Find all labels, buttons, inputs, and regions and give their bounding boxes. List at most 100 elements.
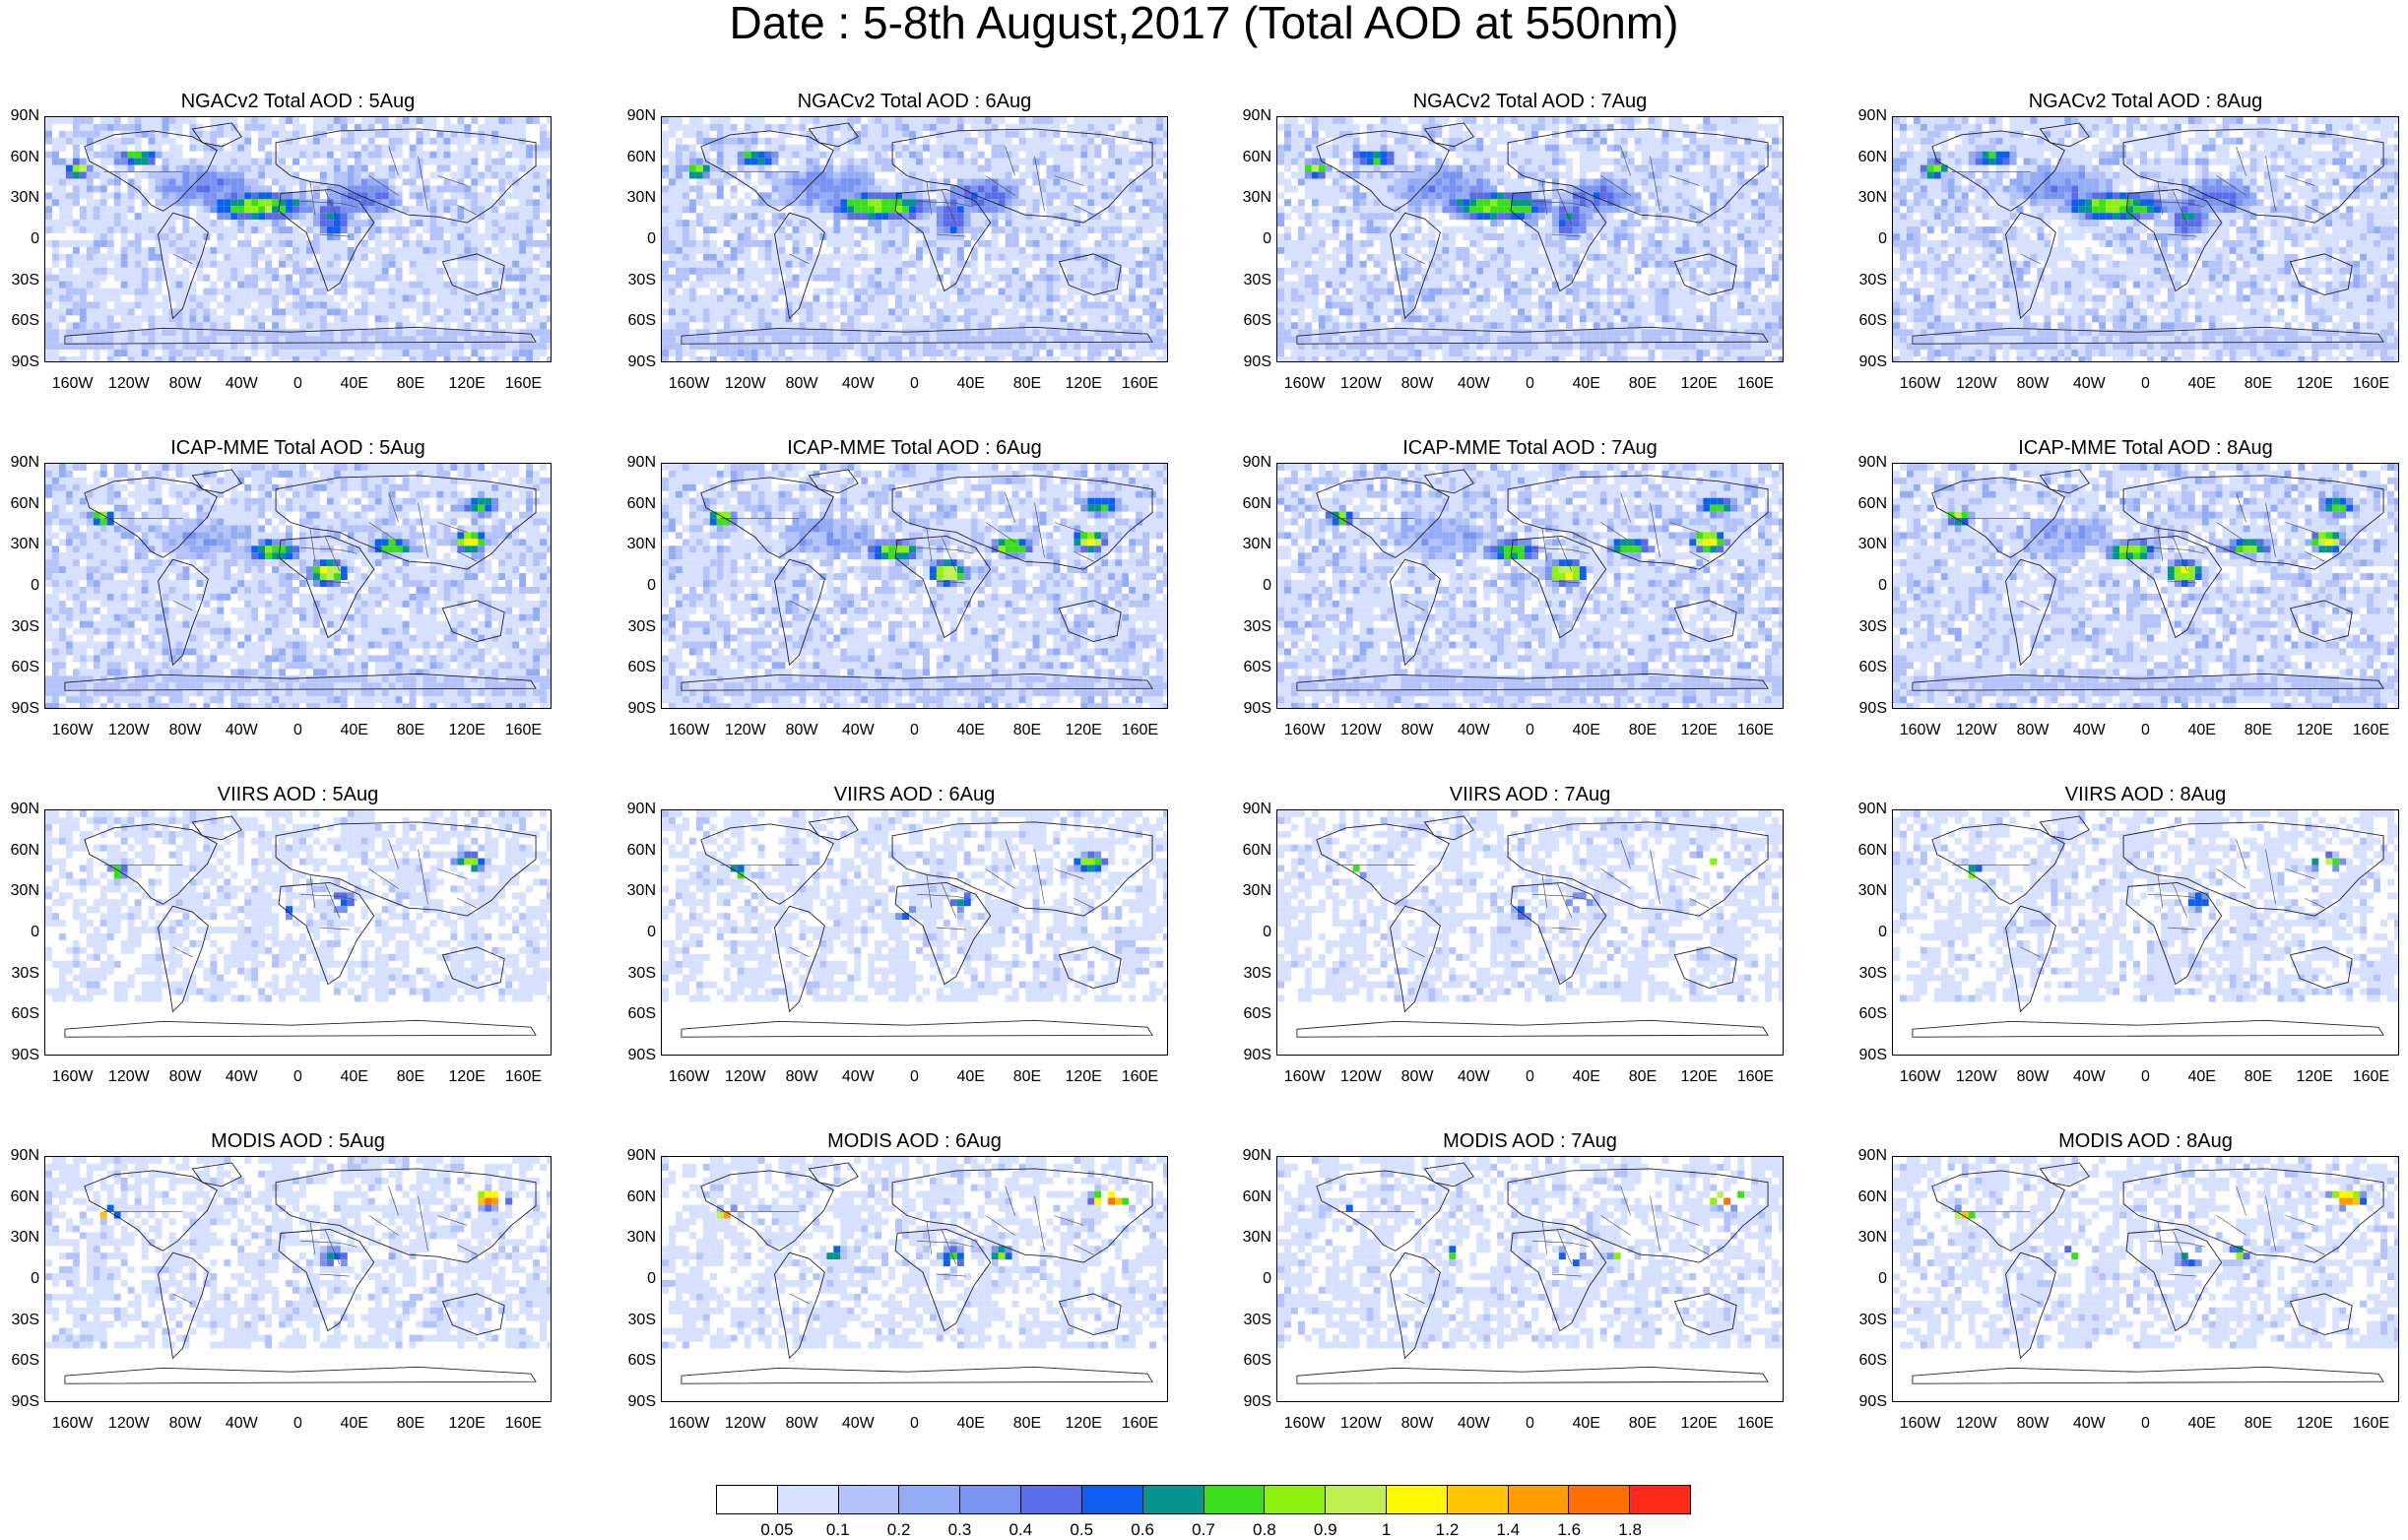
colorbar-swatch bbox=[1387, 1486, 1448, 1513]
aod-field bbox=[1277, 464, 1783, 708]
panel-title: MODIS AOD : 8Aug bbox=[1892, 1130, 2399, 1152]
longitude-label: 120E bbox=[1669, 376, 1728, 392]
latitude-label: 30S bbox=[1848, 273, 1887, 289]
longitude-label: 0 bbox=[885, 376, 944, 392]
panel-title: VIIRS AOD : 5Aug bbox=[44, 784, 552, 805]
panel-title: ICAP-MME Total AOD : 8Aug bbox=[1892, 437, 2399, 459]
longitude-label: 160W bbox=[660, 723, 719, 738]
panel-title: VIIRS AOD : 6Aug bbox=[661, 784, 1168, 805]
latitude-label: 60S bbox=[1232, 1006, 1271, 1022]
longitude-label: 80W bbox=[1388, 723, 1447, 738]
colorbar-label: 0.1 bbox=[809, 1520, 868, 1540]
longitude-label: 80W bbox=[1388, 376, 1447, 392]
colorbar-label: 1.8 bbox=[1600, 1520, 1660, 1540]
longitude-label: 160E bbox=[1110, 723, 1169, 738]
longitude-label: 120W bbox=[716, 723, 775, 738]
longitude-label: 80E bbox=[2229, 376, 2288, 392]
longitude-label: 80W bbox=[772, 1416, 831, 1432]
longitude-label: 80W bbox=[2003, 1416, 2062, 1432]
aod-field bbox=[662, 117, 1167, 361]
aod-field bbox=[662, 464, 1167, 708]
latitude-label: 30N bbox=[1848, 883, 1887, 899]
aod-map bbox=[1276, 1156, 1784, 1402]
colorbar-swatch bbox=[1265, 1486, 1326, 1513]
longitude-label: 160W bbox=[1275, 1416, 1334, 1432]
aod-field bbox=[1893, 1157, 2398, 1348]
colorbar-label: 1 bbox=[1357, 1520, 1416, 1540]
longitude-label: 120E bbox=[437, 1416, 496, 1432]
longitude-label: 40W bbox=[828, 723, 887, 738]
longitude-label: 120E bbox=[1054, 376, 1113, 392]
aod-map bbox=[1892, 463, 2399, 709]
longitude-label: 160E bbox=[1725, 723, 1785, 738]
latitude-label: 60S bbox=[1848, 660, 1887, 675]
longitude-label: 40W bbox=[212, 723, 271, 738]
latitude-label: 90N bbox=[1232, 1148, 1271, 1164]
longitude-label: 40W bbox=[1444, 376, 1503, 392]
longitude-label: 0 bbox=[269, 723, 328, 738]
latitude-label: 90N bbox=[617, 108, 656, 124]
longitude-label: 80E bbox=[381, 1416, 440, 1432]
latitude-label: 0 bbox=[1232, 231, 1271, 247]
longitude-label: 160W bbox=[1891, 1416, 1950, 1432]
colorbar-label: 0.4 bbox=[991, 1520, 1050, 1540]
latitude-label: 30S bbox=[1848, 619, 1887, 635]
longitude-label: 40W bbox=[2059, 1416, 2118, 1432]
colorbar-swatch bbox=[778, 1486, 839, 1513]
colorbar-label: 0.05 bbox=[748, 1520, 807, 1540]
colorbar-swatch bbox=[1509, 1486, 1570, 1513]
latitude-label: 60N bbox=[1232, 843, 1271, 859]
longitude-label: 40W bbox=[212, 1416, 271, 1432]
latitude-label: 60N bbox=[617, 1189, 656, 1205]
longitude-label: 160W bbox=[43, 1416, 102, 1432]
longitude-label: 160W bbox=[43, 723, 102, 738]
longitude-label: 80E bbox=[998, 723, 1057, 738]
colorbar-swatch bbox=[1204, 1486, 1266, 1513]
longitude-label: 40E bbox=[325, 376, 384, 392]
panel-title: MODIS AOD : 7Aug bbox=[1276, 1130, 1784, 1152]
latitude-label: 0 bbox=[0, 578, 39, 594]
colorbar-swatch bbox=[717, 1486, 778, 1513]
latitude-label: 0 bbox=[617, 578, 656, 594]
longitude-label: 80E bbox=[998, 1069, 1057, 1085]
latitude-label: 30S bbox=[0, 1313, 39, 1328]
longitude-label: 120W bbox=[99, 723, 159, 738]
latitude-label: 30N bbox=[0, 1230, 39, 1246]
latitude-label: 30N bbox=[1848, 537, 1887, 552]
longitude-label: 80W bbox=[772, 376, 831, 392]
panel-title: ICAP-MME Total AOD : 7Aug bbox=[1276, 437, 1784, 459]
longitude-label: 40E bbox=[2173, 1069, 2232, 1085]
longitude-label: 40W bbox=[1444, 1416, 1503, 1432]
latitude-label: 90S bbox=[1232, 1048, 1271, 1063]
latitude-label: 30S bbox=[617, 966, 656, 982]
longitude-label: 80E bbox=[2229, 1069, 2288, 1085]
latitude-label: 60S bbox=[0, 1353, 39, 1369]
colorbar-swatch bbox=[1326, 1486, 1387, 1513]
latitude-label: 30S bbox=[0, 273, 39, 289]
longitude-label: 40W bbox=[828, 1069, 887, 1085]
longitude-label: 40W bbox=[828, 1416, 887, 1432]
latitude-label: 60S bbox=[0, 1006, 39, 1022]
latitude-label: 60N bbox=[1232, 150, 1271, 165]
longitude-label: 160W bbox=[1275, 1069, 1334, 1085]
latitude-label: 90N bbox=[1848, 1148, 1887, 1164]
longitude-label: 160W bbox=[43, 376, 102, 392]
aod-field bbox=[1277, 117, 1783, 361]
latitude-label: 90N bbox=[1848, 455, 1887, 471]
aod-map bbox=[44, 463, 552, 709]
longitude-label: 160W bbox=[660, 1069, 719, 1085]
longitude-label: 160E bbox=[493, 376, 553, 392]
latitude-label: 30S bbox=[1848, 966, 1887, 982]
latitude-label: 60S bbox=[1848, 1353, 1887, 1369]
longitude-label: 120W bbox=[99, 1069, 159, 1085]
longitude-label: 0 bbox=[885, 1416, 944, 1432]
colorbar-swatch bbox=[1448, 1486, 1509, 1513]
longitude-label: 160E bbox=[1725, 1416, 1785, 1432]
latitude-label: 30S bbox=[617, 1313, 656, 1328]
latitude-label: 30N bbox=[0, 883, 39, 899]
